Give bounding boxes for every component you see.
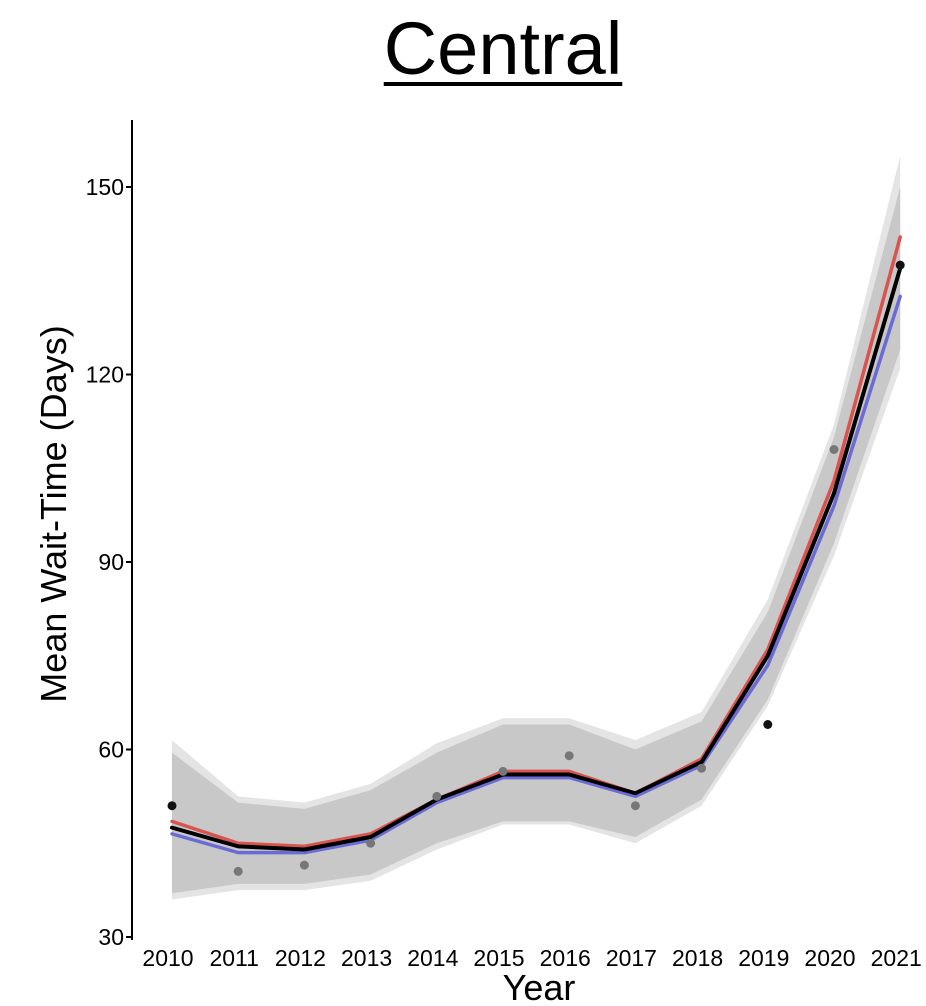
y-tick-label-60: 60	[98, 737, 124, 763]
series-lines	[170, 235, 903, 855]
band-inner	[172, 187, 901, 894]
chart-title: Central	[383, 7, 623, 90]
series-line-red	[170, 235, 902, 849]
data-point-2014	[432, 791, 442, 801]
data-point-2011	[233, 866, 243, 876]
x-ticks: 2010 2011 2012 2013 2014 2015 2016 2017 2018 2019…	[142, 945, 921, 971]
x-tick-label-2010: 2010	[142, 945, 193, 971]
confidence-bands	[172, 155, 901, 900]
x-tick-label-2013: 2013	[341, 945, 392, 971]
x-tick-label-2016: 2016	[540, 945, 591, 971]
series-line-black	[170, 266, 903, 852]
x-tick-label-2018: 2018	[672, 945, 723, 971]
data-points	[167, 260, 905, 876]
x-tick-label-2017: 2017	[606, 945, 657, 971]
series-line-blue	[170, 294, 902, 855]
data-point-2010	[167, 801, 177, 811]
y-tick-label-90: 90	[98, 549, 124, 575]
y-ticks: 30 60 90 120 150	[86, 174, 132, 950]
data-point-2017	[630, 801, 640, 811]
y-axis-label: Mean Wait-Time (Days)	[33, 325, 74, 702]
y-tick-label-120: 120	[86, 362, 124, 388]
data-point-2019	[763, 720, 773, 729]
x-tick-label-2014: 2014	[407, 945, 458, 971]
x-tick-label-2015: 2015	[473, 945, 524, 971]
x-tick-label-2020: 2020	[804, 945, 855, 971]
data-point-2015	[498, 766, 508, 776]
y-tick-label-150: 150	[86, 174, 124, 200]
data-point-2012	[299, 860, 309, 870]
data-point-2021	[895, 260, 905, 270]
data-point-2020	[829, 445, 839, 454]
y-tick-label-30: 30	[98, 924, 124, 950]
x-axis-label: Year	[503, 967, 576, 1006]
x-tick-label-2011: 2011	[209, 945, 258, 971]
data-point-2018	[697, 763, 707, 773]
data-point-2013	[366, 838, 376, 848]
data-point-2016	[564, 751, 574, 761]
x-tick-label-2021: 2021	[871, 945, 922, 971]
x-tick-label-2019: 2019	[738, 945, 789, 971]
x-tick-label-2012: 2012	[275, 945, 326, 971]
